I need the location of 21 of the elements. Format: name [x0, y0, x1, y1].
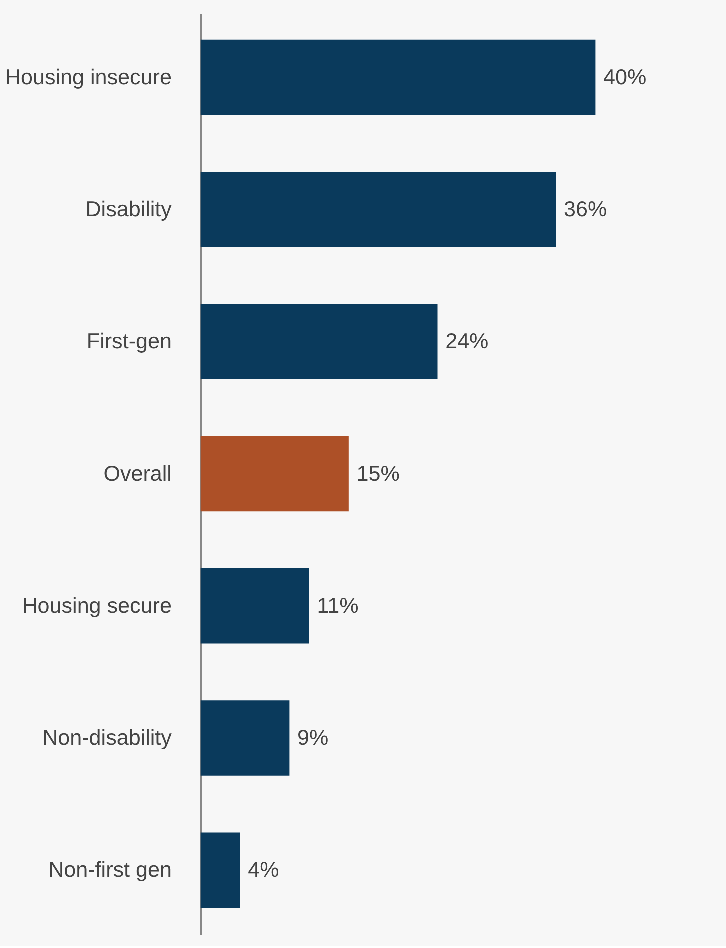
bar	[200, 304, 438, 380]
y-tick-label: Disability	[86, 196, 172, 222]
bar	[200, 700, 290, 776]
data-label: 4%	[248, 857, 280, 882]
data-label: 24%	[446, 328, 489, 354]
y-tick-label: Housing secure	[22, 592, 172, 618]
y-tick-label: Non-disability	[42, 725, 172, 750]
y-tick-label: Housing insecure	[5, 64, 172, 90]
data-label: 15%	[356, 460, 400, 486]
bar	[200, 436, 349, 512]
y-tick-label: First-gen	[86, 328, 172, 354]
data-label: 9%	[298, 725, 329, 750]
data-label: 11%	[317, 592, 359, 618]
data-label: 40%	[604, 64, 647, 90]
data-label: 36%	[564, 196, 608, 222]
bar	[200, 568, 310, 644]
y-tick-label: Overall	[104, 460, 172, 486]
bar	[200, 40, 596, 116]
bar	[200, 172, 556, 248]
y-tick-label: Non-first gen	[48, 857, 172, 882]
bar	[200, 832, 240, 908]
